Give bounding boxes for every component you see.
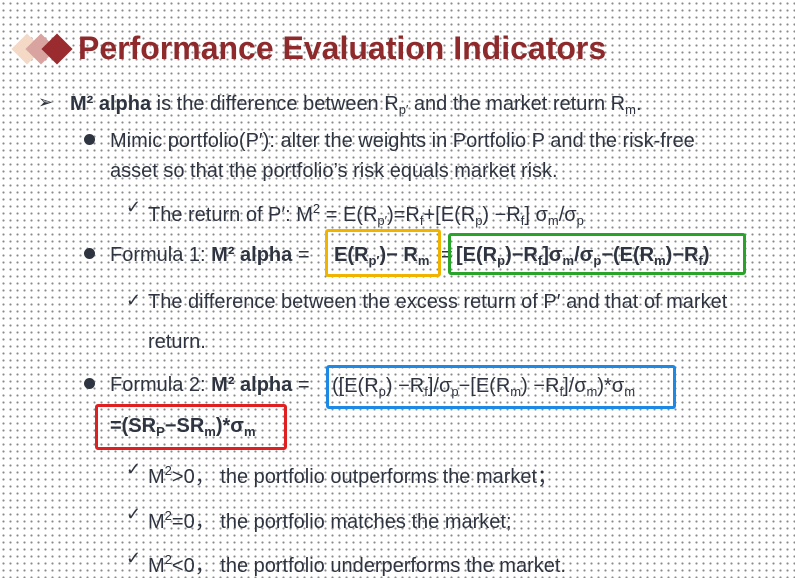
mimic-line-2: asset so that the portfolio’s risk equal…	[110, 160, 558, 182]
return-line: The return of P′: M2 = E(Rp′)=Rf+[E(Rp) …	[148, 201, 584, 228]
formula2-expansion: ([E(Rp) −Rf]/σp−[E(Rm) −Rf]/σm)*σm	[332, 375, 636, 399]
condition-negative: M2<0， the portfolio underperforms the ma…	[148, 552, 566, 577]
green-highlight-box	[448, 233, 746, 275]
formula2-sharpe: =(SRP−SRm)*σm	[110, 415, 256, 439]
round-bullet-icon	[84, 134, 95, 145]
diff-line-1: The difference between the excess return…	[148, 291, 728, 313]
condition-positive: M2>0， the portfolio outperforms the mark…	[148, 463, 558, 488]
blue-highlight-box	[326, 365, 676, 409]
formula2-label: Formula 2: M² alpha =	[110, 374, 310, 396]
round-bullet-icon	[84, 378, 95, 389]
checkmark-icon: ✓	[126, 197, 142, 217]
formula1-excess: E(Rp′)− Rm	[334, 244, 430, 268]
round-bullet-icon	[84, 248, 95, 259]
checkmark-icon: ✓	[126, 459, 142, 479]
condition-zero: M2=0， the portfolio matches the market;	[148, 508, 512, 533]
checkmark-icon: ✓	[126, 504, 142, 524]
intro-line: M² alpha is the difference between Rp′ a…	[70, 93, 642, 117]
checkmark-icon: ✓	[126, 290, 142, 310]
formula1-equals: =	[441, 244, 453, 266]
mimic-line-1: Mimic portfolio(P′): alter the weights i…	[110, 130, 695, 152]
yellow-highlight-box	[325, 229, 441, 277]
formula1-label: Formula 1: M² alpha =	[110, 244, 310, 266]
red-highlight-box	[95, 404, 287, 450]
checkmark-icon: ✓	[126, 548, 142, 568]
page-title: Performance Evaluation Indicators	[78, 30, 607, 66]
diff-line-2: return.	[148, 331, 206, 353]
arrow-bullet-icon: ➢	[38, 92, 54, 112]
formula1-expansion: [E(Rp)−Rf]σm/σp−(E(Rm)−Rf)	[456, 244, 710, 268]
